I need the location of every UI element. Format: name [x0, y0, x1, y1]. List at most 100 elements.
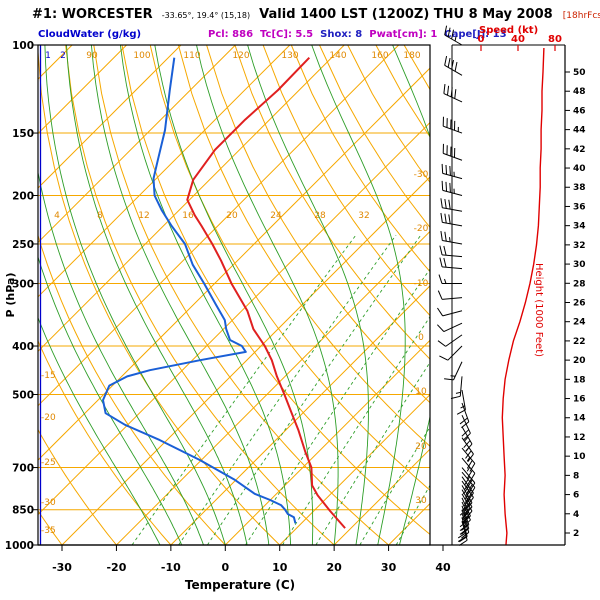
pressure-tick-label: 700 [12, 463, 34, 475]
wind-barb-staff [459, 376, 463, 397]
wind-barb-full [443, 245, 447, 256]
height-tick-label: 40 [573, 164, 586, 174]
dry-adiabat-line [262, 45, 430, 317]
wind-barb-full [444, 378, 454, 381]
dry-adiabat-line [38, 233, 226, 545]
forecast-tag: [18hrFcst@0045z] [562, 11, 600, 21]
wind-barb-staff [461, 489, 473, 508]
isotherm-label-right: 0 [418, 333, 424, 343]
wind-barb-staff [442, 221, 463, 227]
wind-barb-full [464, 481, 471, 490]
temperature-axis-title: Temperature (C) [185, 578, 295, 592]
height-tick-label: 12 [573, 433, 586, 443]
wind-barb-staff [461, 520, 468, 541]
wind-barb-staff [461, 426, 473, 445]
wind-barb-half [450, 375, 456, 377]
wind-barb-full [443, 257, 447, 268]
wind-barb-full [456, 409, 466, 415]
adiabat-label-top: 140 [329, 51, 346, 61]
wind-barb-full [439, 355, 449, 361]
temperature-curve [186, 57, 346, 529]
dry-adiabat-line [121, 45, 430, 536]
wind-barb-full [459, 528, 468, 535]
pressure-tick-label: 850 [12, 505, 34, 517]
height-tick-label: 8 [573, 471, 579, 481]
moist-adiabat-line [38, 170, 204, 545]
dry-adiabat-line [375, 45, 430, 138]
wind-barb-full [438, 274, 443, 284]
wind-barb-staff [461, 476, 474, 494]
wind-barb-staff [445, 334, 463, 347]
parcel-info-segment: Pcl: 886 [208, 29, 254, 40]
dry-adiabat-line [65, 45, 335, 545]
pressure-tick-label: 200 [12, 191, 34, 203]
pressure-tick-label: 100 [12, 40, 34, 52]
adiabat-label-top: 110 [183, 51, 200, 61]
wind-barb-staff [461, 390, 466, 410]
isoline-label-mid: 20 [226, 211, 238, 221]
wind-barb-full [466, 479, 473, 489]
isoline-label-mid: 32 [358, 211, 369, 221]
wind-barb-full [441, 163, 444, 174]
wind-barb-full [461, 421, 470, 429]
pressure-tick-label: 300 [12, 279, 34, 291]
station-title: #1: WORCESTER [32, 7, 153, 22]
wind-barb-half [444, 278, 447, 284]
wind-barb-staff [447, 345, 463, 361]
mixing-ratio-line [282, 315, 430, 545]
isoline-label-mid: 16 [182, 211, 194, 221]
wind-barb-staff [461, 505, 470, 525]
dry-adiabat-line [234, 45, 430, 360]
moist-adiabat-line [66, 45, 248, 545]
speed-axis-label: Speed (kt) [479, 25, 539, 36]
wind-barb-full [443, 84, 446, 94]
wind-barb-staff [461, 402, 470, 422]
wind-barb-full [465, 489, 472, 498]
wind-barb-full [450, 87, 453, 97]
cloudwater-axis-label: CloudWater (g/kg) [38, 29, 142, 40]
wind-barb-full [444, 213, 447, 224]
mixing-ratio-line [131, 234, 357, 545]
wind-barb-staff [461, 414, 471, 434]
height-tick-label: 14 [573, 414, 586, 424]
height-tick-label: 28 [573, 279, 586, 289]
wind-barb-full [436, 324, 445, 332]
wind-barb-staff [443, 322, 463, 333]
temperature-tick-label: 20 [326, 561, 342, 574]
wind-barb-full [464, 476, 471, 486]
isotherm-line [38, 45, 345, 352]
wind-barb-full [447, 27, 451, 38]
wind-barb-staff [461, 471, 476, 488]
wind-barb-full [450, 395, 461, 399]
header: #1: WORCESTER -33.65°, 19.4° (15,18) Val… [32, 3, 600, 22]
wind-barb-full [440, 231, 443, 241]
height-tick-label: 16 [573, 395, 586, 405]
cloudwater-scale-label: 2 [60, 51, 66, 61]
temperature-tick-label: 30 [381, 561, 397, 574]
wind-barb-staff [461, 497, 471, 517]
temperature-tick-label: -20 [106, 561, 126, 574]
wind-barb-staff [442, 172, 463, 180]
mixing-ratio-line [178, 234, 397, 545]
dry-adiabat-line [206, 45, 430, 404]
wind-barb-staff [461, 437, 474, 455]
wind-barb-staff [461, 493, 473, 512]
wind-barb-full [463, 432, 471, 441]
plot-area: 90 100 110 120 130 140 160 180-15-20-25-30-354 8… [38, 45, 430, 545]
height-tick-label: 44 [573, 126, 586, 136]
moist-adiabat-line [196, 45, 339, 545]
wind-barb-full [465, 450, 472, 459]
wind-barb-full [440, 212, 443, 223]
wind-barb-staff [443, 93, 463, 103]
isotherm-label-right: -10 [414, 279, 429, 289]
wind-barb-full [437, 290, 443, 300]
wind-barb-staff [444, 64, 463, 76]
wind-barb-full [463, 503, 471, 511]
pressure-tick-label: 400 [12, 341, 34, 353]
wind-barb-full [447, 57, 451, 68]
wind-barb-staff [461, 467, 476, 484]
adiabat-label-top: 130 [281, 51, 298, 61]
moist-adiabat-line [392, 45, 430, 545]
isotherm-label-right: 30 [415, 496, 427, 506]
